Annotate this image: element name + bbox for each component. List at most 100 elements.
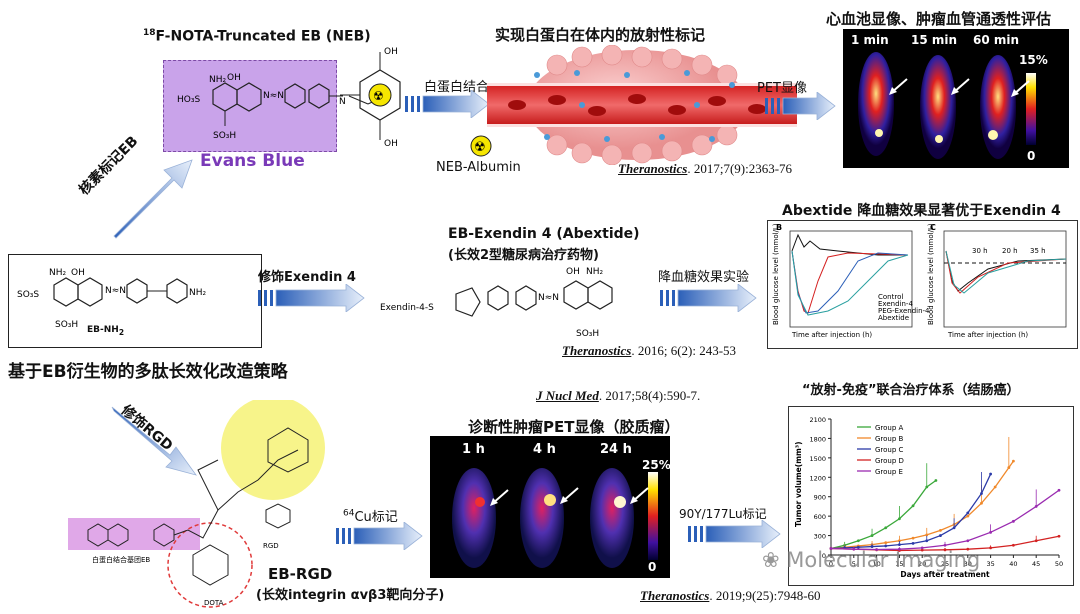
tumor-chart-panel: 0 300 600 900 1200 1500 1800 2100 0 5 10 15 20 25 30 35… [788,406,1074,586]
blood-vessel-illustration [487,45,797,165]
data-point [993,485,997,489]
x-tick-label: 20 [918,560,926,568]
arrow-cu-text: Cu标记 [354,510,398,525]
pet-arrow-2-icon [951,78,970,95]
arrow-cu-sup: 64 [343,508,355,519]
data-point [856,539,860,543]
data-point [939,534,942,537]
y-tick-label: 600 [814,513,826,521]
abextide-structure: Exendin-4-S N≈N OH NH₂ SO₃H [380,267,613,339]
arrow-rgd [111,406,197,476]
glioma-scale-min: 0 [648,560,657,574]
citation-3-rest: . 2017;58(4):590-7. [598,388,701,403]
glucose-c-ylabel: Blood glucose level (mmol/L) [927,223,935,325]
data-point [1012,519,1015,523]
arrow-glucose [660,284,757,312]
citation-2-rest: . 2016; 6(2): 243-53 [631,343,737,358]
glioma-scale-max: 25% [642,458,671,472]
glucose-charts-panel: B C Time after injection (h) Blood gluco… [767,220,1078,349]
x-tick-label: 30 [964,560,972,568]
x-tick-label: 25 [941,560,949,568]
pet-time-3: 60 min [973,33,1020,47]
series-line-group-b [830,460,1014,550]
data-point [911,504,915,508]
watermark-icon: ❀ [762,548,780,572]
glucose-annot-30h: 30 h [972,247,988,255]
y-axis-label: Tumor volume(mm³) [794,441,803,527]
series-line-group-e [830,489,1060,551]
x-tick-label: 35 [986,560,994,568]
glioma-time-3: 24 h [600,442,632,457]
evans-blue-label: Evans Blue [200,151,305,171]
data-point [966,539,970,543]
y-tick-label: 2100 [809,416,826,424]
pet-scale-max: 15% [1019,53,1048,67]
data-point [925,539,929,543]
y-tick-label: 1200 [809,474,826,482]
data-point [911,541,915,545]
data-point [852,547,856,551]
arrow-exendin-label: 修饰Exendin 4 [258,270,356,285]
pet-arrow-1-icon [889,78,908,95]
data-point [1012,459,1015,463]
svg-text:NH₂: NH₂ [189,288,207,298]
glucose-legend-peg: PEG-Exendin-4 [878,307,930,315]
glioma-time-1: 1 h [462,442,485,457]
citation-1: Theranostics. 2017;7(9):2363-76 [618,161,792,177]
pet-mice [858,52,1036,159]
data-point [870,545,874,548]
eb-nh2-label: EB-NH2 [87,325,124,337]
glucose-c-xlabel: Time after injection (h) [947,331,1028,339]
y-tick-label: 1500 [809,455,826,463]
data-point [920,548,924,552]
svg-text:SO₃H: SO₃H [576,329,599,339]
data-point [884,541,888,545]
glucose-panel-b-label: B [776,223,782,232]
citation-2: Theranostics. 2016; 6(2): 243-53 [562,343,736,359]
glucose-b-xlabel: Time after injection (h) [791,331,872,339]
glioma-mice [452,468,658,568]
data-point [925,533,929,537]
citation-4-journal: Theranostics [640,588,710,603]
watermark-text: Molecular Imaging [786,548,981,572]
x-tick-label: 45 [1032,560,1040,568]
data-point [1012,543,1015,547]
citation-4: Theranostics. 2019;9(25):7948-60 [640,588,821,604]
legend-label: Group A [875,424,904,432]
data-point [925,485,929,489]
data-point [1057,534,1061,538]
citation-1-journal: Theranostics [618,161,688,176]
data-point [898,547,901,551]
data-point [980,492,983,495]
glucose-annot-20h: 20 h [1002,247,1018,255]
data-point [898,517,901,521]
y-tick-label: 1800 [809,435,826,443]
svg-text:SO₃H: SO₃H [213,131,236,141]
eb-rgd-label: EB-RGD [268,565,333,583]
svg-text:OH: OH [71,268,85,278]
data-point [1057,488,1061,492]
pet-arrow-3-icon [1011,80,1030,97]
legend-label: Group C [875,446,904,454]
svg-text:☢: ☢ [474,140,486,155]
data-point [943,543,947,547]
glucose-b-ylabel: Blood glucose level (mmol/L) [772,223,780,325]
data-point [966,514,970,518]
svg-text:NH₂: NH₂ [586,267,604,277]
citation-4-rest: . 2019;9(25):7948-60 [709,588,821,603]
pet-title: 心血池显像、肿瘤血管通透性评估 [826,10,1052,28]
glioma-title: 诊断性肿瘤PET显像（胶质瘤） [468,418,680,436]
svg-text:NH₂: NH₂ [209,75,227,85]
svg-text:N: N [339,97,346,107]
svg-text:OH: OH [384,139,398,149]
data-point [884,526,888,530]
x-tick-label: 15 [895,560,903,568]
data-point [911,536,915,540]
data-point [943,548,947,552]
neb-title-sup: 18 [143,28,156,38]
svg-text:OH: OH [566,267,580,277]
exendin-subtitle: (长效2型糖尿病治疗药物) [448,248,599,263]
main-title: 基于EB衍生物的多肽长效化改造策略 [8,362,288,382]
data-point [870,534,874,537]
radiation-icon: ☢ [470,135,492,157]
